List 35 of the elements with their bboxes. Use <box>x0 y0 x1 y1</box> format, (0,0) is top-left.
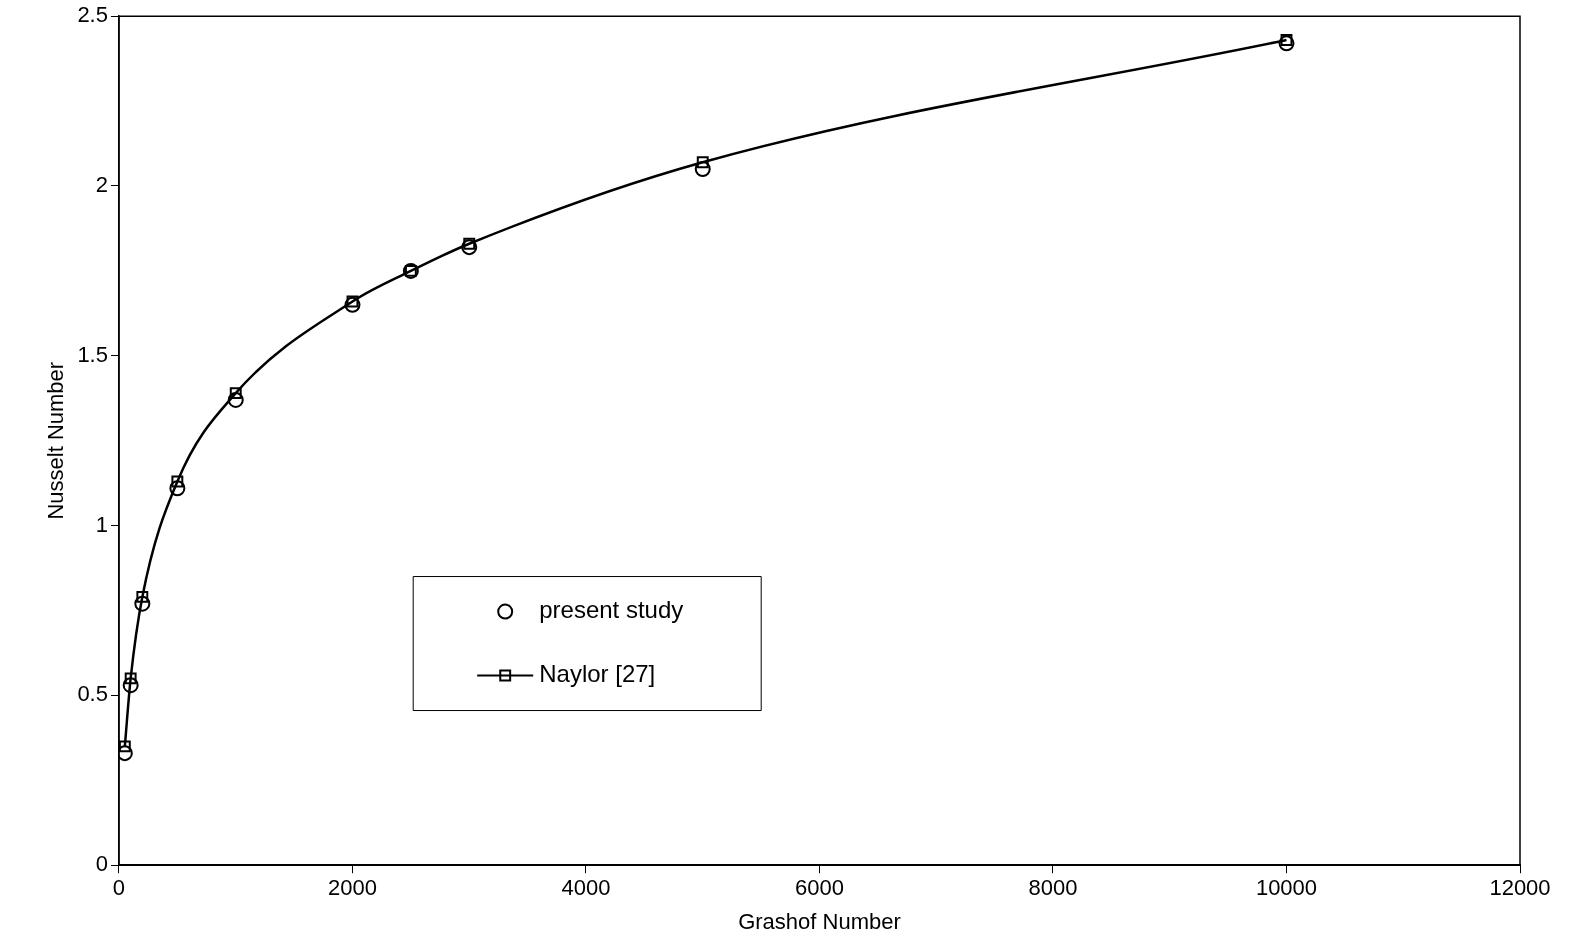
point <box>227 391 244 408</box>
x-tick-label: 10000 <box>1255 875 1318 901</box>
point <box>1278 35 1295 52</box>
point <box>136 590 149 603</box>
y-tick-label: 2.5 <box>77 2 108 28</box>
x-tick-label: 8000 <box>1028 875 1078 901</box>
point <box>122 677 139 694</box>
point <box>169 480 186 497</box>
x-tick-label: 2000 <box>328 875 377 901</box>
point <box>229 387 242 400</box>
y-tick-label: 1 <box>95 511 108 537</box>
point <box>461 239 478 256</box>
point <box>1280 34 1293 46</box>
point <box>118 740 131 753</box>
point <box>694 161 711 178</box>
point <box>696 156 709 169</box>
legend-label: present study <box>539 596 684 624</box>
point <box>171 475 184 488</box>
legend-label: Naylor [27] <box>539 660 656 688</box>
x-tick-label: 0 <box>112 875 126 901</box>
x-tick-label: 4000 <box>561 875 611 901</box>
point <box>118 745 133 762</box>
x-tick-label: 6000 <box>795 875 844 901</box>
point <box>344 296 361 313</box>
y-tick-label: 1.5 <box>77 341 108 367</box>
y-axis-title: Nusselt Number <box>43 361 69 520</box>
point <box>346 295 359 308</box>
point <box>134 595 151 612</box>
x-tick-label: 12000 <box>1489 875 1551 901</box>
y-tick-label: 2 <box>95 172 108 198</box>
y-tick-label: 0.5 <box>77 681 108 707</box>
point <box>124 672 137 685</box>
x-axis-title: Grashof Number <box>738 908 901 934</box>
point <box>463 237 476 250</box>
y-tick-label: 0 <box>95 851 108 877</box>
